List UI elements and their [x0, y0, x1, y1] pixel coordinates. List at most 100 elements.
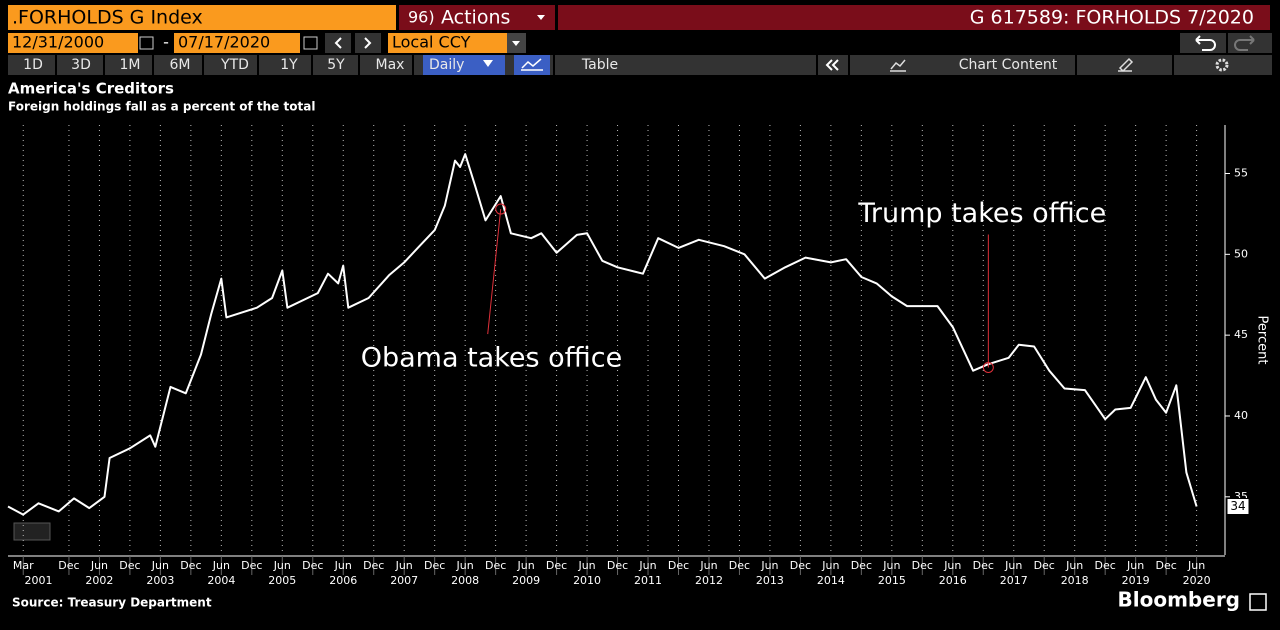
x-year-label: 2004	[207, 574, 235, 587]
y-axis-label: Percent	[1255, 316, 1270, 365]
range-button[interactable]: YTD	[220, 57, 249, 73]
x-tick-label: Jun	[638, 559, 656, 572]
x-year-label: 2005	[268, 574, 296, 587]
end-date-box[interactable]	[174, 33, 300, 53]
x-tick-label: Dec	[790, 559, 811, 572]
separator	[1075, 55, 1077, 75]
x-tick-label: Jun	[882, 559, 900, 572]
separator	[816, 55, 818, 75]
actions-button[interactable]	[399, 5, 555, 30]
currency-box[interactable]	[388, 33, 526, 53]
annotation-text: Trump takes office	[857, 198, 1106, 229]
start-date[interactable]: 12/31/2000	[12, 33, 104, 52]
separator	[152, 55, 154, 75]
actions-label[interactable]: Actions	[441, 7, 510, 29]
annotate-icon[interactable]	[890, 59, 906, 72]
ticker: .FORHOLDS G Index	[12, 7, 203, 29]
menu-number[interactable]: 96)	[408, 8, 435, 27]
x-year-label: 2014	[817, 574, 845, 587]
x-tick-label: Dec	[424, 559, 445, 572]
prev-arrow	[334, 37, 342, 49]
x-tick-label: Jun	[90, 559, 108, 572]
x-year-label: 2011	[634, 574, 662, 587]
x-tick-label: Jun	[456, 559, 474, 572]
x-tick-label: Dec	[302, 559, 323, 572]
x-year-label: 2008	[451, 574, 479, 587]
x-tick-label: Jun	[821, 559, 839, 572]
start-date-box[interactable]	[8, 33, 138, 53]
x-year-label: 2007	[390, 574, 418, 587]
end-label-box	[1226, 498, 1250, 516]
x-tick-label: Jun	[1004, 559, 1022, 572]
x-year-label: 2015	[878, 574, 906, 587]
chart-menu-button[interactable]	[13, 522, 51, 541]
chart-subtitle: Foreign holdings fall as a percent of th…	[8, 100, 315, 114]
x-tick-label: Dec	[241, 559, 262, 572]
separator	[311, 55, 313, 75]
next-arrow	[364, 37, 372, 49]
x-year-label: 2018	[1061, 574, 1089, 587]
x-tick-label: Jun	[943, 559, 961, 572]
range-button[interactable]: 6M	[170, 57, 191, 73]
x-tick-label: Jun	[760, 559, 778, 572]
calendar-icon[interactable]	[139, 36, 154, 50]
calendar-icon[interactable]	[303, 36, 318, 50]
separator	[553, 55, 555, 75]
x-tick-label: Jun	[212, 559, 230, 572]
x-year-label: 2003	[146, 574, 174, 587]
x-tick-label: Jun	[577, 559, 595, 572]
table-button[interactable]: Table	[581, 57, 618, 73]
x-year-label: 2013	[756, 574, 784, 587]
y-tick-label: 55	[1234, 166, 1248, 179]
x-year-label: 2006	[329, 574, 357, 587]
x-year-label: 2017	[1000, 574, 1028, 587]
x-tick-label: Dec	[973, 559, 994, 572]
separator	[55, 55, 57, 75]
dropdown-arrow	[512, 41, 520, 46]
x-tick-label: Jun	[1126, 559, 1144, 572]
x-tick-label: Jun	[517, 559, 535, 572]
range-button[interactable]: 5Y	[327, 57, 345, 73]
range-button[interactable]: 3D	[71, 57, 91, 73]
x-tick-label: Jun	[273, 559, 291, 572]
x-tick-label: Jun	[699, 559, 717, 572]
end-label: 34	[1230, 499, 1245, 513]
x-tick-label: Dec	[1155, 559, 1176, 572]
date-separator: -	[163, 33, 169, 52]
chart-content-button[interactable]: Chart Content	[959, 57, 1058, 73]
frequency[interactable]: Daily	[429, 57, 464, 73]
x-tick-label: Jun	[151, 559, 169, 572]
range-button[interactable]: 1Y	[280, 57, 298, 73]
source: Source: Treasury Department	[12, 596, 212, 610]
undo-icon	[1195, 35, 1216, 51]
range-button[interactable]: Max	[376, 57, 405, 73]
currency[interactable]: Local CCY	[392, 33, 471, 52]
x-tick-label: Jun	[334, 559, 352, 572]
range-button[interactable]: 1M	[120, 57, 141, 73]
dropdown-arrow	[537, 15, 545, 20]
ticker-box	[8, 5, 396, 30]
y-tick-label: 40	[1234, 409, 1248, 422]
x-tick-label: Jun	[395, 559, 413, 572]
dropdown-arrow	[483, 60, 493, 67]
x-tick-label: Dec	[363, 559, 384, 572]
prev-button[interactable]	[325, 33, 351, 53]
next-button[interactable]	[355, 33, 381, 53]
range-button[interactable]: 1D	[23, 57, 43, 73]
x-year-label: 2010	[573, 574, 601, 587]
settings-icon[interactable]	[1215, 58, 1229, 72]
edit-icon[interactable]	[1118, 57, 1134, 73]
x-tick-label: Dec	[607, 559, 628, 572]
collapse-icon[interactable]	[825, 59, 839, 71]
x-tick-label: Dec	[1034, 559, 1055, 572]
annotation-line	[487, 209, 502, 335]
x-year-label: 2002	[85, 574, 113, 587]
annotation-point	[495, 203, 507, 215]
separator	[202, 55, 204, 75]
separator	[848, 55, 850, 75]
end-date[interactable]: 07/17/2020	[178, 33, 270, 52]
x-year-label: 2001	[24, 574, 52, 587]
annotation-text: Obama takes office	[361, 343, 623, 374]
chart-icon	[521, 58, 543, 71]
